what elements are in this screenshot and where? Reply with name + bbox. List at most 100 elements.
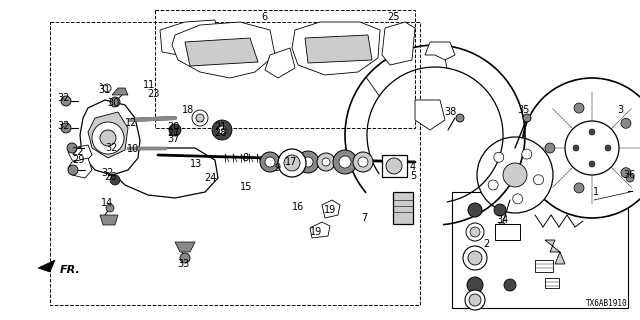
Text: 1: 1	[593, 187, 599, 197]
Text: 2: 2	[483, 239, 489, 249]
Circle shape	[494, 204, 506, 216]
Text: 35: 35	[518, 105, 530, 115]
Text: 7: 7	[361, 213, 367, 223]
Circle shape	[468, 203, 482, 217]
Circle shape	[92, 122, 124, 154]
Circle shape	[468, 251, 482, 265]
Polygon shape	[68, 145, 92, 162]
Text: 5: 5	[410, 171, 416, 181]
Bar	[382, 155, 407, 177]
Circle shape	[317, 153, 335, 171]
Text: 15: 15	[240, 182, 252, 192]
Text: 33: 33	[177, 259, 189, 269]
Circle shape	[110, 175, 120, 185]
Circle shape	[621, 118, 631, 128]
Text: 27: 27	[167, 128, 179, 138]
Circle shape	[469, 294, 481, 306]
Circle shape	[68, 165, 78, 175]
Circle shape	[574, 183, 584, 193]
Text: 3: 3	[617, 105, 623, 115]
Circle shape	[605, 145, 611, 151]
Circle shape	[260, 152, 280, 172]
Circle shape	[284, 155, 300, 171]
Text: 28: 28	[214, 128, 226, 138]
Text: 4: 4	[410, 162, 416, 172]
Text: 38: 38	[444, 107, 456, 117]
Text: 34: 34	[496, 215, 508, 225]
Circle shape	[297, 151, 319, 173]
Circle shape	[279, 153, 297, 171]
Text: 31: 31	[98, 85, 110, 95]
Polygon shape	[495, 224, 520, 240]
Polygon shape	[382, 22, 415, 65]
Text: 6: 6	[261, 12, 267, 22]
Circle shape	[534, 175, 543, 185]
Text: 20: 20	[167, 122, 179, 132]
Text: 10: 10	[127, 144, 139, 154]
Text: 18: 18	[182, 105, 194, 115]
Circle shape	[499, 222, 505, 228]
Polygon shape	[38, 260, 55, 272]
Circle shape	[333, 150, 357, 174]
Polygon shape	[305, 35, 372, 63]
Text: 8: 8	[242, 153, 248, 163]
Bar	[535, 260, 553, 272]
Text: 32: 32	[101, 168, 113, 178]
Bar	[393, 192, 413, 224]
Circle shape	[504, 279, 516, 291]
Polygon shape	[80, 100, 140, 175]
Circle shape	[180, 253, 190, 263]
Polygon shape	[265, 48, 295, 78]
Circle shape	[522, 78, 640, 218]
Text: 32: 32	[58, 121, 70, 131]
Polygon shape	[425, 42, 455, 60]
Circle shape	[589, 129, 595, 135]
Text: 22: 22	[72, 147, 84, 157]
Circle shape	[477, 137, 553, 213]
Circle shape	[212, 120, 232, 140]
Circle shape	[106, 204, 114, 212]
Circle shape	[574, 103, 584, 113]
Circle shape	[218, 126, 226, 134]
Bar	[155, 10, 415, 128]
Circle shape	[503, 163, 527, 187]
Circle shape	[265, 157, 275, 167]
Text: 9: 9	[274, 163, 280, 173]
Polygon shape	[100, 215, 118, 225]
Circle shape	[322, 158, 330, 166]
Circle shape	[358, 157, 368, 167]
Text: 26: 26	[104, 172, 116, 182]
Text: 23: 23	[147, 89, 159, 99]
Circle shape	[284, 158, 292, 166]
Circle shape	[621, 168, 631, 178]
Text: 30: 30	[107, 98, 119, 108]
Circle shape	[545, 143, 555, 153]
Polygon shape	[68, 158, 92, 178]
Polygon shape	[310, 222, 330, 238]
Text: 36: 36	[623, 170, 635, 180]
Bar	[50, 22, 420, 305]
Text: TX6AB1910: TX6AB1910	[586, 299, 627, 308]
Circle shape	[169, 124, 181, 136]
Text: FR.: FR.	[60, 265, 81, 275]
Polygon shape	[322, 200, 340, 218]
Circle shape	[100, 130, 116, 146]
Circle shape	[61, 96, 71, 106]
Text: 37: 37	[167, 134, 179, 144]
Text: 24: 24	[204, 173, 216, 183]
Circle shape	[192, 110, 208, 126]
Text: 14: 14	[101, 198, 113, 208]
Circle shape	[386, 158, 402, 174]
Polygon shape	[292, 22, 380, 75]
Circle shape	[110, 97, 120, 107]
Text: 32: 32	[106, 143, 118, 153]
Circle shape	[573, 145, 579, 151]
Text: 16: 16	[292, 202, 304, 212]
Circle shape	[67, 143, 77, 153]
Circle shape	[465, 290, 485, 310]
Circle shape	[196, 114, 204, 122]
Circle shape	[626, 174, 634, 182]
Circle shape	[523, 114, 531, 122]
Bar	[545, 278, 559, 288]
Circle shape	[466, 223, 484, 241]
